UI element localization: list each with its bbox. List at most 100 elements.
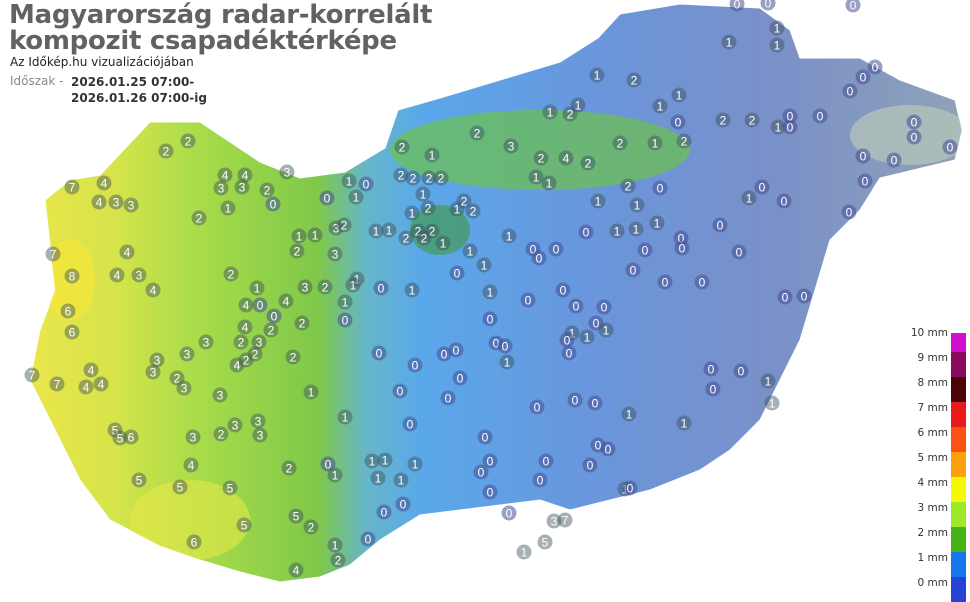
station-marker[interactable]: 1	[499, 354, 515, 370]
station-marker[interactable]: 1	[528, 169, 544, 185]
station-marker[interactable]: 2	[580, 155, 596, 171]
station-marker[interactable]: 2	[394, 139, 410, 155]
station-marker[interactable]: 1	[377, 452, 393, 468]
station-marker[interactable]: 0	[867, 59, 883, 75]
station-marker[interactable]: 5	[288, 508, 304, 524]
station-marker[interactable]: 6	[186, 534, 202, 550]
station-marker[interactable]: 1	[764, 395, 780, 411]
station-marker[interactable]: 2	[247, 346, 263, 362]
station-marker[interactable]: 1	[501, 228, 517, 244]
station-marker[interactable]: 2	[289, 243, 305, 259]
station-marker[interactable]: 0	[886, 152, 902, 168]
station-marker[interactable]: 0	[482, 453, 498, 469]
station-marker[interactable]: 4	[78, 379, 94, 395]
station-marker[interactable]: 3	[234, 179, 250, 195]
station-marker[interactable]: 0	[371, 345, 387, 361]
station-marker[interactable]: 3	[108, 194, 124, 210]
station-marker[interactable]: 0	[559, 332, 575, 348]
station-marker[interactable]: 0	[855, 69, 871, 85]
station-marker[interactable]: 0	[337, 312, 353, 328]
station-marker[interactable]: 2	[281, 460, 297, 476]
station-marker[interactable]: 7	[64, 179, 80, 195]
station-marker[interactable]: 0	[845, 0, 861, 13]
station-marker[interactable]: 1	[424, 147, 440, 163]
station-marker[interactable]: 1	[249, 280, 265, 296]
station-marker[interactable]: 2	[330, 552, 346, 568]
station-marker[interactable]: 3	[176, 380, 192, 396]
station-marker[interactable]: 2	[169, 370, 185, 386]
station-marker[interactable]: 2	[416, 230, 432, 246]
station-marker[interactable]: 0	[842, 83, 858, 99]
station-marker[interactable]: 0	[392, 383, 408, 399]
station-marker[interactable]: 1	[220, 200, 236, 216]
station-marker[interactable]: 2	[259, 182, 275, 198]
station-marker[interactable]: 3	[250, 413, 266, 429]
station-marker[interactable]: 1	[649, 215, 665, 231]
station-marker[interactable]: 0	[449, 265, 465, 281]
station-marker[interactable]: 0	[587, 395, 603, 411]
station-marker[interactable]: 0	[657, 274, 673, 290]
station-marker[interactable]: 2	[676, 133, 692, 149]
station-marker[interactable]: 1	[381, 222, 397, 238]
station-marker[interactable]: 0	[532, 472, 548, 488]
station-marker[interactable]: 2	[620, 178, 636, 194]
station-marker[interactable]: 0	[733, 363, 749, 379]
station-marker[interactable]: 4	[83, 362, 99, 378]
station-marker[interactable]: 2	[533, 150, 549, 166]
station-marker[interactable]: 0	[729, 0, 745, 12]
station-marker[interactable]: 0	[440, 390, 456, 406]
station-marker[interactable]: 0	[731, 244, 747, 260]
station-marker[interactable]: 1	[449, 201, 465, 217]
station-marker[interactable]: 2	[317, 279, 333, 295]
station-marker[interactable]: 2	[424, 223, 440, 239]
station-marker[interactable]: 0	[373, 280, 389, 296]
station-marker[interactable]: 1	[628, 221, 644, 237]
station-marker[interactable]: 0	[531, 250, 547, 266]
station-marker[interactable]: 3	[503, 138, 519, 154]
station-marker[interactable]: 1	[516, 544, 532, 560]
station-marker[interactable]: 0	[625, 262, 641, 278]
station-marker[interactable]: 2	[421, 170, 437, 186]
station-marker[interactable]: 0	[760, 0, 776, 11]
station-marker[interactable]: 3	[328, 220, 344, 236]
station-marker[interactable]: 4	[237, 167, 253, 183]
station-marker[interactable]: 0	[841, 204, 857, 220]
station-marker[interactable]: 1	[629, 197, 645, 213]
station-marker[interactable]: 1	[435, 235, 451, 251]
station-marker[interactable]: 1	[345, 277, 361, 293]
station-marker[interactable]: 0	[360, 531, 376, 547]
station-marker[interactable]: 3	[145, 364, 161, 380]
station-marker[interactable]: 4	[145, 282, 161, 298]
station-marker[interactable]: 7	[557, 512, 573, 528]
station-marker[interactable]: 0	[555, 282, 571, 298]
station-marker[interactable]: 0	[567, 392, 583, 408]
station-marker[interactable]: 2	[213, 426, 229, 442]
station-marker[interactable]: 0	[358, 176, 374, 192]
station-marker[interactable]: 2	[191, 210, 207, 226]
station-marker[interactable]: 3	[546, 513, 562, 529]
station-marker[interactable]: 0	[473, 464, 489, 480]
station-marker[interactable]: 4	[288, 562, 304, 578]
station-marker[interactable]: 0	[578, 224, 594, 240]
station-marker[interactable]: 1	[349, 271, 365, 287]
station-marker[interactable]: 2	[744, 112, 760, 128]
station-marker[interactable]: 1	[337, 409, 353, 425]
station-marker[interactable]: 1	[415, 186, 431, 202]
station-marker[interactable]: 8	[64, 268, 80, 284]
station-marker[interactable]: 1	[769, 37, 785, 53]
station-marker[interactable]: 3	[198, 334, 214, 350]
station-marker[interactable]: 1	[769, 20, 785, 36]
station-marker[interactable]: 1	[770, 119, 786, 135]
station-marker[interactable]: 0	[796, 288, 812, 304]
station-marker[interactable]: 4	[229, 357, 245, 373]
station-marker[interactable]: 2	[158, 143, 174, 159]
station-marker[interactable]: 0	[637, 242, 653, 258]
station-marker[interactable]: 0	[694, 274, 710, 290]
station-marker[interactable]: 2	[626, 72, 642, 88]
station-marker[interactable]: 0	[782, 119, 798, 135]
station-marker[interactable]: 7	[49, 376, 65, 392]
station-marker[interactable]: 3	[212, 387, 228, 403]
station-marker[interactable]: 1	[541, 175, 557, 191]
station-marker[interactable]: 1	[647, 135, 663, 151]
station-marker[interactable]: 4	[93, 376, 109, 392]
